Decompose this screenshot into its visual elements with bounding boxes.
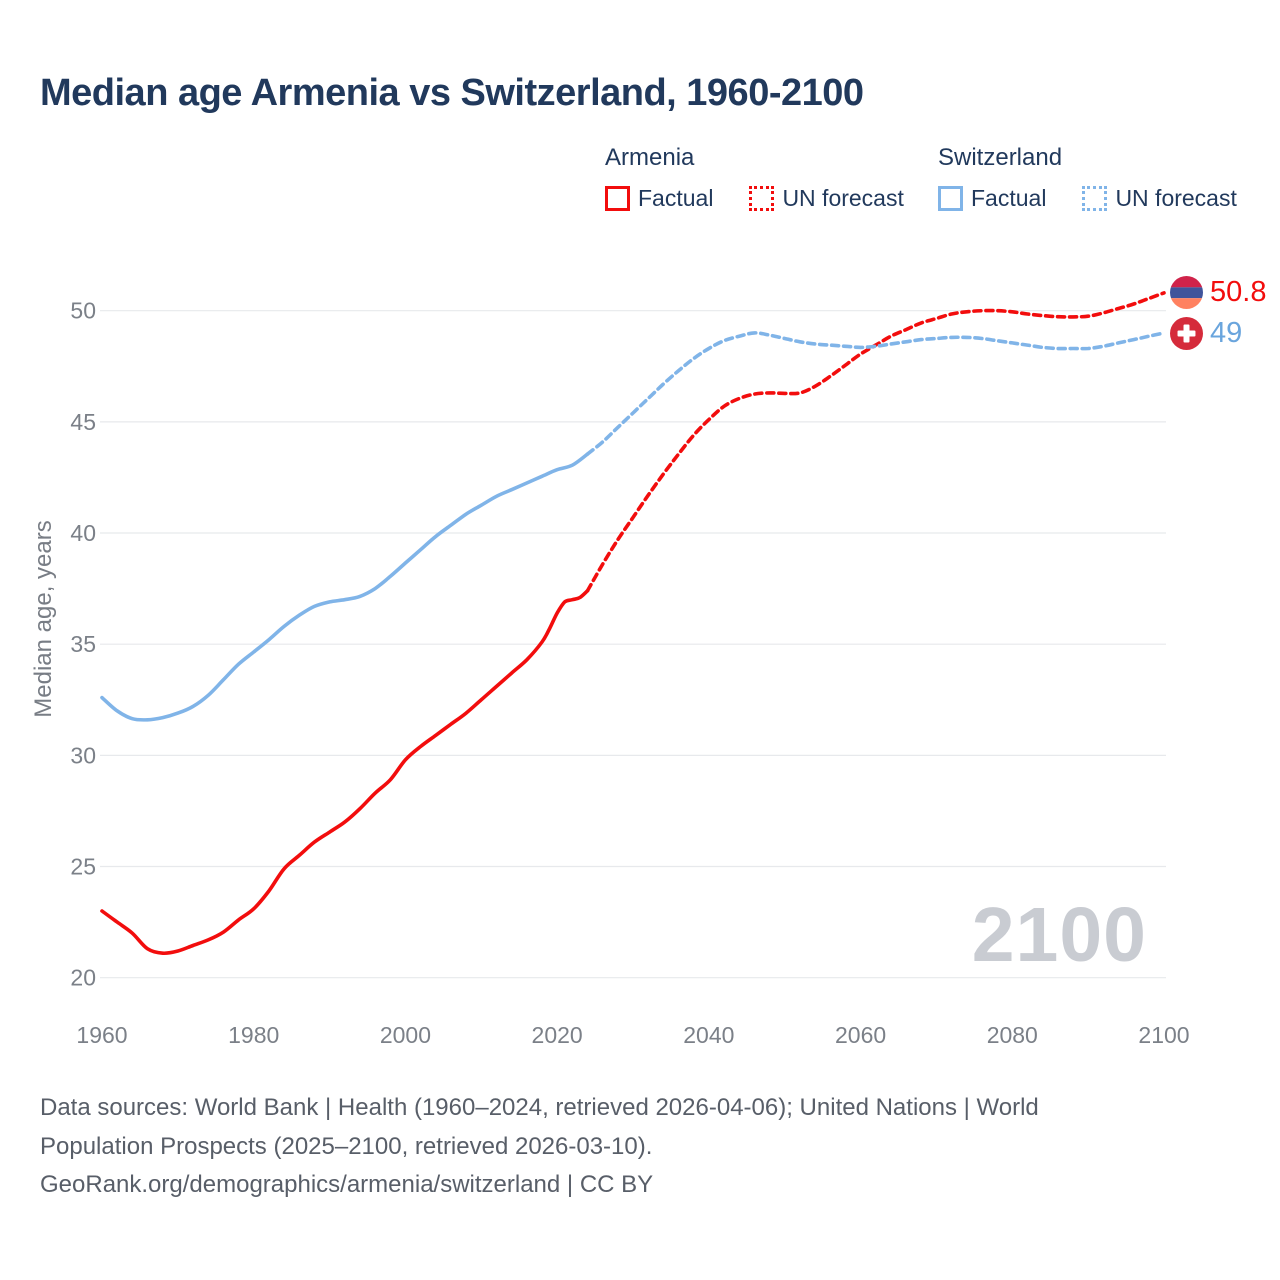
watermark-year: 2100	[971, 892, 1147, 978]
y-tick-label: 45	[70, 409, 96, 435]
armenia-end-value: 50.8	[1210, 276, 1267, 308]
legend-item-label: Factual	[971, 185, 1047, 211]
x-tick-label: 1960	[76, 1022, 127, 1048]
legend-item-switzerland-forecast[interactable]: UN forecast	[1082, 185, 1237, 212]
y-tick-label: 50	[70, 298, 96, 324]
footer-line-3: GeoRank.org/demographics/armenia/switzer…	[40, 1171, 654, 1198]
legend-item-armenia-factual[interactable]: Factual	[605, 185, 713, 212]
legend-item-label: UN forecast	[782, 185, 904, 211]
legend-item-armenia-forecast[interactable]: UN forecast	[749, 185, 904, 212]
legend-header-switzerland: Switzerland	[938, 144, 1063, 171]
x-tick-label: 1980	[228, 1022, 279, 1048]
y-tick-label: 20	[70, 965, 96, 991]
footer-line-2: Population Prospects (2025–2100, retriev…	[40, 1132, 653, 1160]
switzerland-forecast-line	[585, 331, 1166, 456]
armenia-factual-swatch-icon	[605, 186, 630, 211]
legend-group-armenia: Armenia Factual UN forecast	[605, 144, 904, 212]
y-tick-label: 30	[70, 742, 96, 768]
x-tick-label: 2040	[683, 1022, 734, 1048]
x-tick-label: 2020	[532, 1022, 583, 1048]
armenia-forecast-swatch-icon	[749, 186, 775, 211]
page-title: Median age Armenia vs Switzerland, 1960-…	[40, 72, 864, 114]
y-tick-label: 35	[70, 631, 96, 657]
end-label-switzerland: 49	[1170, 317, 1242, 350]
footer-line-1: Data sources: World Bank | Health (1960–…	[40, 1094, 1039, 1121]
legend-item-label: Factual	[638, 185, 714, 211]
y-tick-label: 40	[70, 520, 96, 546]
end-label-armenia: 50.8	[1170, 276, 1266, 309]
legend-item-switzerland-factual[interactable]: Factual	[938, 185, 1046, 212]
legend-header-armenia: Armenia	[605, 144, 695, 171]
switzerland-flag-icon	[1170, 317, 1203, 350]
armenia-factual-line	[100, 589, 590, 956]
x-tick-label: 2100	[1138, 1022, 1189, 1048]
legend-item-label: UN forecast	[1115, 185, 1237, 211]
x-tick-label: 2080	[987, 1022, 1038, 1048]
switzerland-factual-swatch-icon	[938, 186, 963, 211]
legend-group-switzerland: Switzerland Factual UN forecast	[938, 144, 1237, 212]
y-tick-label: 25	[70, 854, 96, 880]
x-tick-label: 2000	[380, 1022, 431, 1048]
switzerland-forecast-swatch-icon	[1082, 186, 1108, 211]
switzerland-end-value: 49	[1210, 317, 1243, 349]
armenia-forecast-line	[585, 291, 1166, 593]
armenia-flag-icon	[1170, 276, 1203, 309]
x-tick-label: 2060	[835, 1022, 886, 1048]
data-sources-footer: Data sources: World Bank | Health (1960–…	[40, 1089, 1220, 1205]
switzerland-factual-line	[100, 452, 590, 722]
